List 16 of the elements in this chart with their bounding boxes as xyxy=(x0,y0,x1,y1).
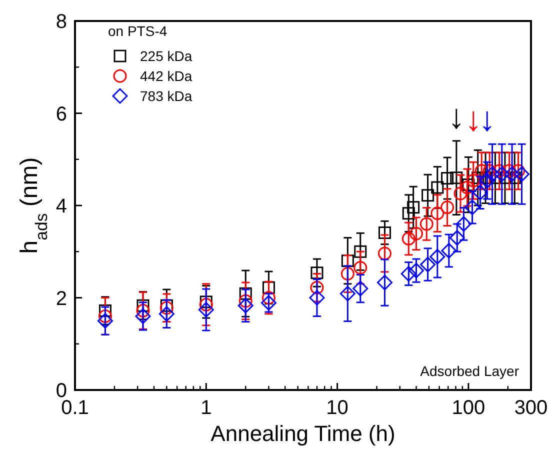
x-axis-title: Annealing Time (h) xyxy=(210,421,396,446)
legend-label: 783 kDa xyxy=(140,88,192,104)
y-tick-label: 6 xyxy=(56,103,67,126)
x-tick-label: 0.1 xyxy=(61,397,89,419)
legend-label: 225 kDa xyxy=(140,48,192,64)
x-tick-label: 100 xyxy=(452,397,486,419)
annotation: ↓ xyxy=(448,98,465,136)
y-tick-label: 2 xyxy=(56,288,67,310)
annotation: Adsorbed Layer xyxy=(420,363,520,379)
legend-label: 442 kDa xyxy=(140,68,192,84)
legend-title: on PTS-4 xyxy=(108,23,168,39)
y-tick-label: 4 xyxy=(56,196,67,218)
x-tick-label: 300 xyxy=(514,397,548,419)
x-tick-label: 1 xyxy=(200,397,212,419)
x-tick-label: 10 xyxy=(326,397,348,419)
y-tick-label: 8 xyxy=(56,11,67,33)
